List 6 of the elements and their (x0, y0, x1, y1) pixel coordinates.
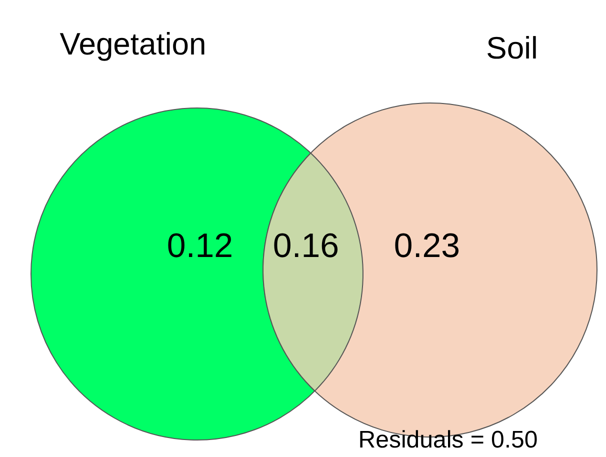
text: Residuals = 0.50 (358, 426, 538, 454)
data-label: 0.12 (166, 227, 234, 265)
data-label: 0.23 (394, 227, 460, 265)
data-label: 0.16 (272, 227, 340, 265)
category-label: Soil (486, 30, 538, 66)
category-label: Vegetation (60, 26, 206, 62)
